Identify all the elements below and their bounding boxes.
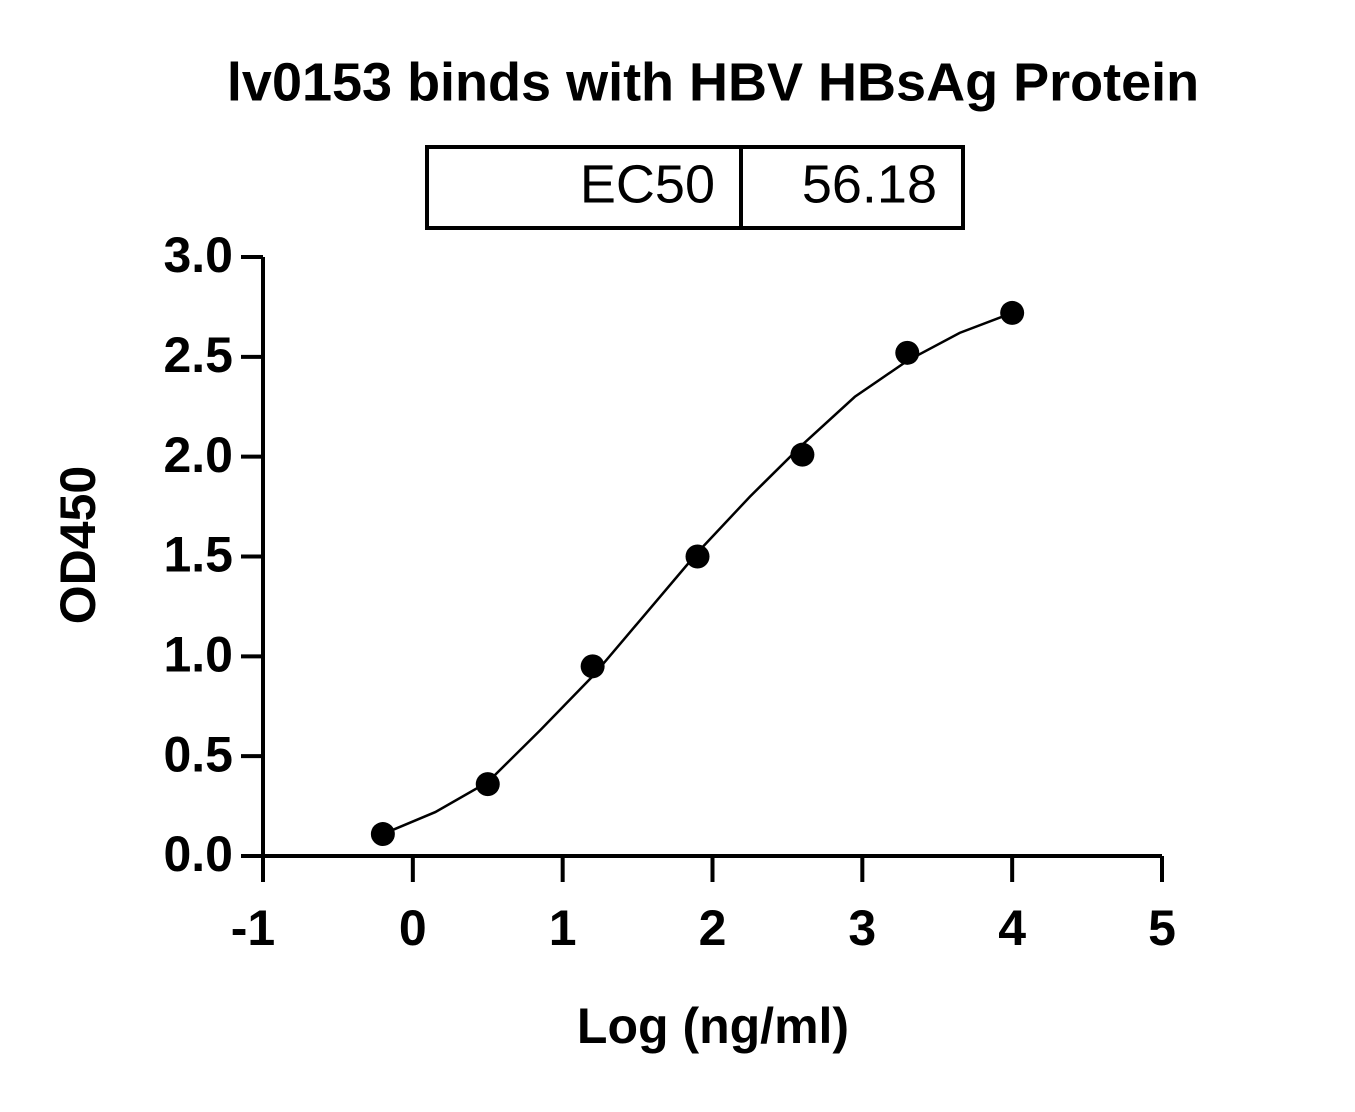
x-tick-label: 3: [848, 900, 876, 956]
ec50-label: EC50: [580, 154, 715, 214]
x-tick-label: 0: [399, 900, 427, 956]
y-tick-label: 0.0: [163, 826, 233, 882]
data-point: [475, 772, 500, 797]
y-tick-label: 1.0: [163, 627, 233, 683]
y-tick-label: 0.5: [163, 726, 233, 782]
data-point: [580, 654, 605, 679]
data-point: [685, 544, 710, 569]
y-tick-label: 2.5: [163, 327, 233, 383]
x-tick-label: 2: [699, 900, 727, 956]
y-tick-label: 1.5: [163, 527, 233, 583]
data-point: [790, 442, 815, 467]
data-point: [895, 340, 920, 365]
x-tick-label: 1: [549, 900, 577, 956]
y-tick-label: 3.0: [163, 227, 233, 283]
y-tick-label: 2.0: [163, 427, 233, 483]
data-point: [370, 822, 395, 847]
data-point: [1000, 300, 1025, 325]
ec50-box: [425, 145, 965, 230]
x-tick-label: -1: [231, 900, 275, 956]
y-axis-label: OD450: [50, 466, 106, 624]
chart-title: lv0153 binds with HBV HBsAg Protein: [227, 52, 1199, 112]
x-tick-label: 5: [1148, 900, 1176, 956]
x-axis-label: Log (ng/ml): [577, 998, 849, 1054]
x-tick-label: 4: [998, 900, 1026, 956]
ec50-value: 56.18: [802, 154, 937, 214]
